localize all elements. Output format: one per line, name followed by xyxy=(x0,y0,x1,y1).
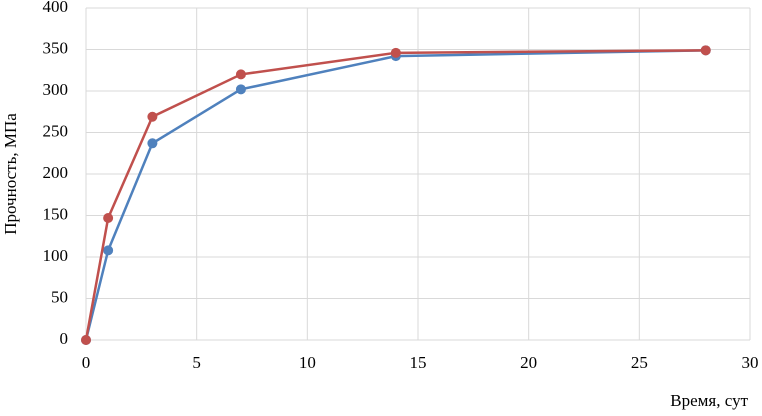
y-tick-label: 400 xyxy=(43,0,69,16)
y-tick-label: 200 xyxy=(43,163,69,182)
x-tick-label: 5 xyxy=(192,353,201,372)
series-line xyxy=(84,49,706,341)
data-point xyxy=(390,47,401,58)
y-tick-label: 300 xyxy=(43,80,69,99)
x-tick-label: 0 xyxy=(82,353,91,372)
y-tick-label: 350 xyxy=(43,38,69,57)
y-tick-label: 250 xyxy=(43,121,69,140)
data-point xyxy=(700,45,711,56)
x-tick-label: 20 xyxy=(520,353,537,372)
y-axis-label: Прочность, МПа xyxy=(1,113,20,235)
data-point xyxy=(235,69,246,80)
y-tick-label: 100 xyxy=(43,246,69,265)
y-tick-label: 150 xyxy=(43,204,69,223)
y-tick-label: 0 xyxy=(60,329,69,348)
x-tick-label: 25 xyxy=(631,353,648,372)
x-axis-label: Время, сут xyxy=(670,391,748,410)
x-tick-label: 30 xyxy=(742,353,759,372)
x-tick-label: 10 xyxy=(299,353,316,372)
data-point xyxy=(235,84,246,95)
data-point xyxy=(147,138,158,149)
series-line xyxy=(84,49,706,341)
y-tick-label: 50 xyxy=(51,287,68,306)
data-point xyxy=(81,335,91,345)
x-tick-label: 15 xyxy=(410,353,427,372)
data-point xyxy=(147,111,158,122)
data-point xyxy=(103,212,114,223)
data-point xyxy=(103,245,114,256)
